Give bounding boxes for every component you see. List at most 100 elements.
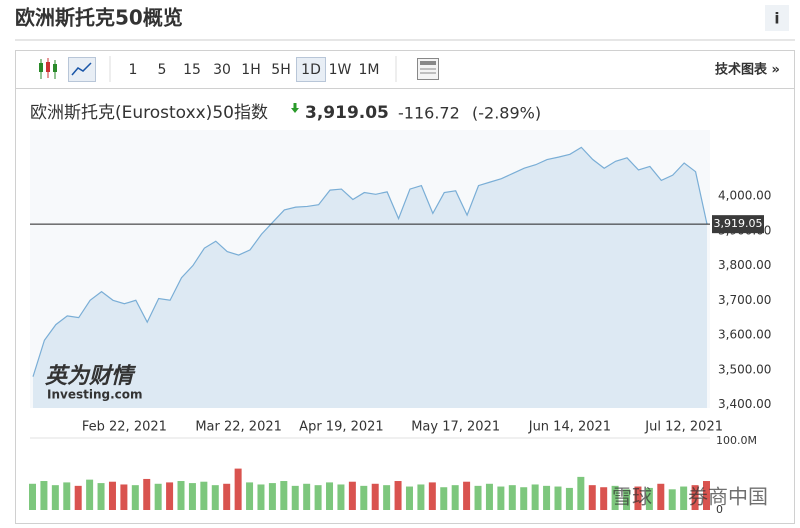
watermark: Investing.com [47, 388, 143, 402]
y-tick-label: 3,600.00 [718, 328, 771, 342]
volume-bar [508, 485, 516, 510]
volume-bar [600, 487, 608, 510]
volume-bar [63, 482, 71, 510]
volume-bar [565, 487, 573, 510]
volume-bar [268, 483, 276, 510]
volume-bar [291, 485, 299, 510]
volume-bar [405, 486, 413, 510]
y-tick-label: 3,500.00 [718, 362, 771, 376]
volume-bar [303, 483, 311, 510]
interval-button[interactable]: 1H [241, 62, 260, 78]
volume-bar [29, 483, 36, 510]
volume-bar [154, 483, 162, 510]
volume-bar [645, 487, 653, 510]
watermark: 券商中国 [688, 485, 768, 509]
volume-bar [497, 486, 505, 510]
volume-bar [691, 485, 699, 510]
volume-bar [474, 485, 482, 510]
volume-bar [120, 484, 128, 510]
volume-bar [588, 485, 596, 510]
volume-bar [40, 481, 48, 510]
volume-tick-label: 100.0M [716, 434, 757, 447]
x-tick-label: Feb 22, 2021 [82, 420, 167, 435]
volume-bar [108, 481, 116, 510]
info-button[interactable] [765, 5, 789, 31]
volume-bar [440, 487, 448, 510]
volume-bar [280, 481, 288, 510]
volume-bar [200, 481, 208, 510]
volume-bar [348, 481, 356, 510]
volume-bar [86, 479, 94, 510]
volume-bar [51, 485, 59, 510]
x-tick-label: Mar 22, 2021 [195, 420, 282, 435]
table-icon[interactable] [417, 58, 439, 80]
volume-bar [520, 487, 528, 510]
volume-bar [246, 482, 254, 510]
volume-bar [74, 485, 82, 510]
volume-bar [554, 486, 562, 510]
volume-bar [485, 483, 493, 510]
line-icon[interactable] [68, 57, 96, 82]
volume-bar [531, 484, 539, 510]
volume-bar [543, 485, 551, 510]
x-tick-label: May 17, 2021 [411, 420, 500, 435]
volume-bar [657, 483, 665, 510]
interval-active [296, 57, 326, 82]
volume-bar [371, 483, 379, 510]
x-tick-label: Apr 19, 2021 [299, 420, 384, 435]
quote-price: 3,919.05 [305, 103, 389, 123]
interval-button[interactable]: 1D [301, 62, 321, 78]
price-area [33, 147, 707, 408]
volume-bar [680, 486, 688, 510]
y-tick-label: 4,000.00 [718, 189, 771, 203]
volume-bar [623, 489, 631, 510]
volume-bar [166, 482, 174, 510]
y-tick-label: 3,800.00 [718, 258, 771, 272]
volume-bar [394, 481, 402, 510]
volume-bar [383, 485, 391, 510]
line-icon-glyph [71, 62, 92, 76]
volume-bar [188, 483, 196, 510]
quote-change-pct: (-2.89%) [472, 104, 541, 123]
volume-bar [234, 468, 242, 510]
quote-change: -116.72 [398, 104, 460, 123]
interval-button[interactable]: 15 [183, 62, 201, 78]
volume-bar [314, 485, 322, 510]
down-arrow [291, 103, 299, 113]
volume-bar [257, 484, 265, 510]
y-tick-label: 3,400.00 [718, 397, 771, 411]
volume-bar [177, 481, 185, 510]
volume-bar [143, 478, 151, 510]
volume-bar [223, 483, 231, 510]
volume-bar [211, 485, 219, 510]
volume-bar [417, 484, 425, 510]
volume-bar [428, 482, 436, 510]
x-tick-label: Jun 14, 2021 [528, 420, 611, 435]
interval-button[interactable]: 1W [329, 62, 352, 78]
info-icon[interactable]: i [774, 10, 779, 28]
interval-button[interactable]: 1M [359, 62, 380, 78]
volume-bar [634, 486, 642, 510]
candle-icon[interactable] [39, 58, 57, 79]
volume-bar [131, 485, 139, 510]
volume-bar [451, 485, 459, 510]
interval-button[interactable]: 1 [129, 62, 138, 78]
interval-button[interactable]: 5 [158, 62, 167, 78]
current-price-badge [712, 215, 764, 234]
technical-chart-link[interactable]: 技术图表 » [715, 62, 780, 78]
x-tick-label: Jul 12, 2021 [644, 420, 723, 435]
y-tick-label: 3,700.00 [718, 293, 771, 307]
volume-bar [97, 483, 105, 510]
watermark: 英为财情 [45, 364, 137, 389]
watermark: 雪球 [612, 485, 652, 509]
volume-bar [668, 489, 676, 510]
volume-bar [360, 485, 368, 510]
price-line [32, 146, 708, 377]
volume-bar [326, 482, 334, 510]
current-price-label: 3,919.05 [714, 217, 763, 230]
interval-button[interactable]: 5H [271, 62, 290, 78]
volume-bar [611, 485, 619, 510]
interval-button[interactable]: 30 [213, 62, 231, 78]
volume-bar [577, 476, 585, 510]
page-title: 欧洲斯托克50概览 [15, 6, 183, 30]
